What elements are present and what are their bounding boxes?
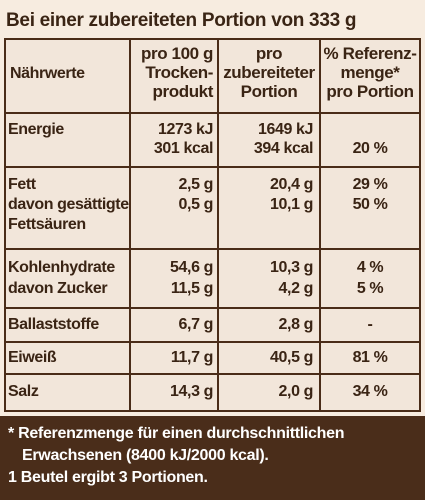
row-value-col3: 5 % <box>356 280 384 297</box>
header-col2-line: pro <box>255 44 283 63</box>
footnote-line: Erwachsenen (8400 kJ/2000 kcal). <box>22 447 269 464</box>
table-rule <box>4 166 421 168</box>
footnote-panel: * Referenzmenge für einen durchschnittli… <box>0 416 425 500</box>
header-col2-line: zubereiteter <box>223 63 315 82</box>
table-rule <box>4 410 421 412</box>
row-label: Energie <box>8 121 64 138</box>
header-col3-line: % Referenz- <box>323 44 417 63</box>
row-value-col3: 4 % <box>356 259 384 276</box>
row-value-col3: - <box>367 316 373 333</box>
row-label: Salz <box>8 383 39 400</box>
row-value-col2: 10,3 g <box>270 259 313 276</box>
row-value-col2: 20,4 g <box>270 176 313 193</box>
header-label: Nährwerte <box>10 65 85 82</box>
row-value-col2: 394 kcal <box>253 140 313 157</box>
table-rule <box>4 373 421 375</box>
row-value-col1: 11,5 g <box>170 280 213 297</box>
row-value-col1: 6,7 g <box>178 316 214 333</box>
footnote-line: * Referenzmenge für einen durchschnittli… <box>8 425 345 442</box>
table-rule <box>129 38 131 412</box>
row-value-col1: 14,3 g <box>170 383 213 400</box>
nutrition-table <box>4 38 421 412</box>
header-col1-line: produkt <box>152 82 214 101</box>
footnote-line: 1 Beutel ergibt 3 Portionen. <box>8 469 208 486</box>
row-label: Eiweiß <box>8 349 57 366</box>
header-col2-line: Portion <box>240 82 298 101</box>
row-value-col1: 11,7 g <box>170 349 213 366</box>
row-value-col2: 2,0 g <box>278 383 314 400</box>
row-value-col2: 10,1 g <box>270 196 313 213</box>
row-value-col1: 54,6 g <box>170 259 213 276</box>
table-rule <box>4 112 421 114</box>
row-value-col1: 301 kcal <box>153 140 213 157</box>
serving-title: Bei einer zubereiteten Portion von 333 g <box>6 10 357 31</box>
row-value-col1: 1273 kJ <box>157 121 213 138</box>
header-col3-line: menge* <box>340 63 400 82</box>
row-value-col2: 1649 kJ <box>257 121 313 138</box>
row-label: davon Zucker <box>8 280 108 297</box>
row-value-col2: 4,2 g <box>278 280 314 297</box>
row-value-col3: 29 % <box>352 176 388 193</box>
row-value-col3: 20 % <box>352 140 388 157</box>
row-value-col3: 50 % <box>352 196 388 213</box>
row-label: Ballaststoffe <box>8 316 99 333</box>
row-value-col1: 0,5 g <box>178 196 214 213</box>
header-col1-line: pro 100 g <box>141 44 213 63</box>
row-label: Fett <box>8 176 36 193</box>
row-value-col3: 34 % <box>352 383 388 400</box>
table-rule <box>217 38 219 412</box>
table-rule <box>4 38 6 412</box>
row-value-col2: 40,5 g <box>270 349 313 366</box>
row-value-col3: 81 % <box>352 349 388 366</box>
row-label: davon gesättigte <box>8 196 129 213</box>
table-rule <box>4 38 421 40</box>
header-col1-line: Trocken- <box>145 63 213 82</box>
table-rule <box>4 248 421 250</box>
table-rule <box>4 307 421 309</box>
row-label: Kohlenhydrate <box>8 259 115 276</box>
row-value-col2: 2,8 g <box>278 316 314 333</box>
table-rule <box>319 38 321 412</box>
header-col3-line: pro Portion <box>326 82 414 101</box>
table-rule <box>4 341 421 343</box>
table-rule <box>419 38 421 412</box>
row-value-col1: 2,5 g <box>178 176 214 193</box>
row-label: Fettsäuren <box>8 216 86 233</box>
